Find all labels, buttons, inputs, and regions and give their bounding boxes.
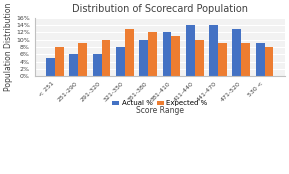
Bar [256,43,265,76]
Bar [232,29,241,76]
Bar [125,29,134,76]
Bar [69,54,78,76]
Bar [148,32,157,76]
Bar [195,40,203,76]
Bar [218,43,227,76]
Bar [46,58,55,76]
Title: Distribution of Scorecard Population: Distribution of Scorecard Population [72,4,248,14]
Bar [162,32,171,76]
Y-axis label: Population Distribution: Population Distribution [4,3,13,91]
Bar [93,54,101,76]
Bar [55,47,64,76]
Bar [265,47,273,76]
Bar [139,40,148,76]
Legend: Actual %, Expected %: Actual %, Expected % [109,98,210,109]
Bar [186,25,195,76]
Bar [241,43,250,76]
Bar [101,40,110,76]
X-axis label: Score Range: Score Range [136,106,184,115]
Bar [171,36,180,76]
Bar [116,47,125,76]
Bar [78,43,87,76]
Bar [209,25,218,76]
